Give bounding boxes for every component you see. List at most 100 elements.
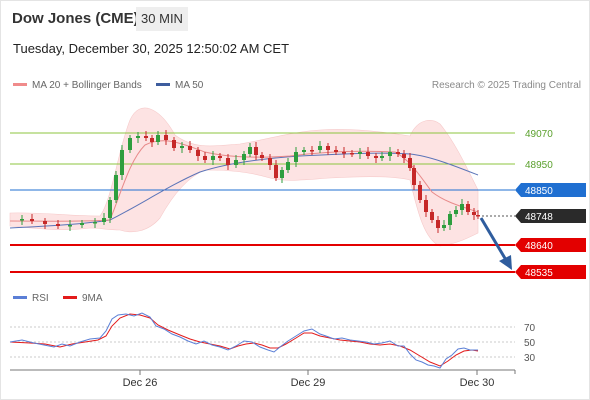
candle [136,132,140,143]
candle-body [56,224,60,226]
candle [268,154,272,170]
candlesticks [20,130,480,233]
candle-body [326,146,330,150]
candle-body [102,218,106,222]
time-axis: Dec 26 Dec 29 Dec 30 [10,369,516,389]
candle-body [136,136,140,138]
candle-body [402,154,406,158]
candle-body [350,153,354,155]
candle [43,218,47,229]
candle [442,220,446,231]
candle-body [196,150,200,156]
candle [108,197,112,223]
candle-body [342,152,346,154]
candle [334,146,338,155]
candle-body [418,185,422,200]
candle [342,147,346,158]
candle-body [156,135,160,142]
candle-body [454,210,458,214]
candle-body [412,168,416,185]
candle-body [20,219,24,221]
candle [396,149,400,157]
candle [254,142,258,160]
forecast-arrow [479,217,512,270]
candle [211,151,215,165]
candle [280,167,284,183]
candle-body [43,221,47,224]
candle-body [448,214,452,225]
legend-ma20-label: MA 20 + Bollinger Bands [32,80,142,91]
level-48535-tag-shape [515,265,586,279]
time-label: Dec 30 [460,377,495,389]
timeframe-button[interactable]: 30 MIN [136,7,188,31]
level-48748-label: 48748 [525,212,553,223]
candle [358,148,362,159]
level-48850-label: 48850 [525,186,553,197]
candle [128,135,132,153]
candle [114,171,118,203]
candle-body [380,156,384,158]
candle [302,147,306,155]
legend-ma50-label: MA 50 [175,80,204,91]
candle-body [358,152,362,154]
candle [326,143,330,155]
time-label: Dec 26 [123,377,158,389]
candle-body [424,200,428,212]
level-labels: 49070 48950 48850 48748 48640 48535 [515,129,586,279]
candle [102,213,106,225]
candle-body [144,136,148,138]
candle-body [68,225,72,227]
candle-body [268,158,272,165]
candle-body [108,200,112,218]
candle [242,151,246,165]
legend-ma20: MA 20 + Bollinger Bands [13,80,142,91]
level-48748-tag: 48748 [515,209,586,223]
candle [430,209,434,223]
candle-body [274,165,278,178]
candle-body [248,147,252,154]
candle-body [460,204,464,210]
level-48640-tag-shape [515,238,586,252]
level-48640-label: 48640 [525,241,553,252]
candle [418,181,422,203]
candle-body [472,212,476,215]
candle [248,143,252,157]
level-48850-tag-shape [515,183,586,197]
candle [68,220,72,231]
bollinger-band [9,107,479,247]
chart-datetime: Tuesday, December 30, 2025 12:50:02 AM C… [13,41,290,56]
candle [318,141,322,153]
rsi-scale-70: 70 [524,323,536,334]
candle-body [164,135,168,140]
candle-body [188,146,192,150]
candle-body [318,146,322,150]
rsi-ma-line [9,313,479,367]
candle-body [254,147,258,155]
candle [402,150,406,163]
candle-body [302,150,306,152]
candle [20,215,24,225]
candle [472,208,476,220]
candle [188,141,192,153]
candle-body [203,156,207,160]
arrow-head [499,255,512,270]
candle [120,145,124,180]
level-48535-label: 48535 [525,268,553,279]
candle-body [128,138,132,150]
candle [164,130,168,145]
candle-body [260,155,264,158]
candle [226,154,230,170]
arrow-shaft [479,217,508,261]
candle [380,152,384,161]
candle-body [172,140,176,148]
candle [412,165,416,190]
candle [30,214,34,224]
candle-body [388,152,392,156]
candle [218,153,222,161]
candle-body [150,138,154,142]
candle [350,150,354,157]
candle [294,147,298,167]
ma50-swatch [156,82,170,86]
candle-body [310,150,314,152]
